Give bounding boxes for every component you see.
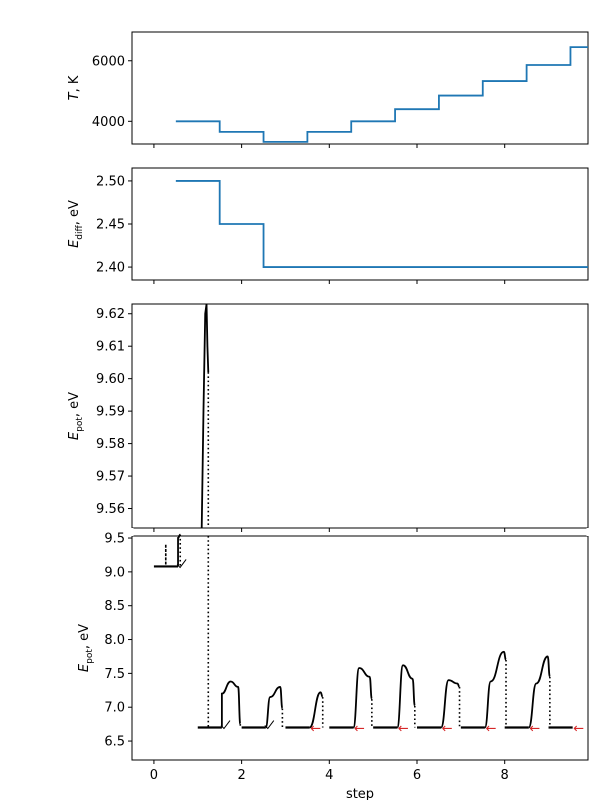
y-tick-label: 8.0 xyxy=(104,633,125,648)
x-axis-label: step xyxy=(346,787,374,800)
plot-frame xyxy=(131,303,589,529)
y-axis-label: Epot, eV xyxy=(77,624,95,672)
x-tick-label: 4 xyxy=(325,768,333,783)
energy-curve xyxy=(220,680,242,728)
y-tick-label: 4000 xyxy=(92,115,125,130)
step-trajectory xyxy=(241,686,284,730)
rejected-arrow-icon: ← xyxy=(398,722,409,737)
rejected-arrow-icon: ← xyxy=(529,722,540,737)
y-axis-symbol: E xyxy=(67,431,82,440)
y-tick-label: 9.58 xyxy=(96,437,125,452)
y-tick-label: 6.5 xyxy=(104,735,125,750)
y-tick-label: 9.56 xyxy=(96,502,125,517)
y-axis-unit: , K xyxy=(67,75,82,92)
x-tick-label: 8 xyxy=(501,768,509,783)
potential-energy-full-panel: 6.5 7.0 7.5 8.0 8.5 9.0 9.5 0 2 4 6 8 Epot, eV step ← ←… xyxy=(77,528,590,800)
y-tick-label: 9.57 xyxy=(96,470,125,485)
energy-curve xyxy=(264,686,284,729)
step-trajectory: ← xyxy=(548,722,584,737)
y-axis-subscript: pot xyxy=(85,649,95,664)
accepted-check-icon xyxy=(176,559,187,569)
x-tick-label: 2 xyxy=(237,768,245,783)
plot-frame xyxy=(131,31,589,145)
step-series-line xyxy=(175,180,588,268)
rejected-arrow-icon: ← xyxy=(486,722,497,737)
y-axis-symbol: T xyxy=(67,91,82,100)
energy-curve xyxy=(527,655,551,729)
accepted-check-icon xyxy=(264,720,275,730)
energy-spike-curve xyxy=(200,303,210,529)
step-trajectory: ← xyxy=(285,691,324,737)
y-axis-symbol: E xyxy=(67,239,82,248)
y-tick-label: 7.5 xyxy=(104,667,125,682)
step-trajectory: ← xyxy=(329,667,373,737)
step-trajectory xyxy=(153,533,187,569)
y-tick-label: 9.0 xyxy=(104,565,125,580)
plot-frame xyxy=(131,535,589,761)
accepted-check-icon xyxy=(220,720,231,730)
y-tick-label: 2.40 xyxy=(96,261,125,276)
y-tick-label: 9.62 xyxy=(96,307,125,322)
step-trajectory: ← xyxy=(373,664,416,737)
diffusion-energy-panel: 2.40 2.45 2.50 Ediff, eV xyxy=(67,167,589,284)
potential-energy-zoom-panel: 9.56 9.57 9.58 9.59 9.60 9.61 9.62 Epot, eV xyxy=(67,303,589,532)
plot-frame xyxy=(131,167,589,281)
y-tick-label: 6000 xyxy=(92,54,125,69)
energy-curve xyxy=(396,664,416,729)
temperature-panel: 4000 6000 T, K xyxy=(67,31,589,148)
x-tick-label: 0 xyxy=(150,768,158,783)
energy-curve xyxy=(484,650,507,729)
rejected-arrow-icon: ← xyxy=(442,722,453,737)
y-axis-subscript: pot xyxy=(75,417,85,432)
y-axis-unit: , eV xyxy=(67,200,82,225)
step-trajectory: ← xyxy=(417,679,461,737)
y-axis-symbol: E xyxy=(77,663,92,672)
y-axis-label: Epot, eV xyxy=(67,392,85,440)
y-tick-label: 9.61 xyxy=(96,340,125,355)
y-tick-label: 8.5 xyxy=(104,599,125,614)
y-axis-subscript: diff xyxy=(75,224,85,239)
energy-curve xyxy=(440,679,460,729)
step-trajectory: ← xyxy=(460,650,507,737)
y-tick-label: 7.0 xyxy=(104,701,125,716)
step-trajectory xyxy=(197,536,242,730)
y-axis-label: T, K xyxy=(67,75,82,100)
y-tick-label: 2.50 xyxy=(96,174,125,189)
x-tick-label: 6 xyxy=(413,768,421,783)
y-axis-label: Ediff, eV xyxy=(67,200,85,248)
rejected-arrow-icon: ← xyxy=(573,722,584,737)
step-series-line xyxy=(175,46,588,143)
y-tick-label: 9.60 xyxy=(96,372,125,387)
rejected-arrow-icon: ← xyxy=(310,722,321,737)
rejected-arrow-icon: ← xyxy=(354,722,365,737)
step-trajectory: ← xyxy=(504,655,551,737)
energy-curve xyxy=(352,667,373,729)
y-axis-unit: , eV xyxy=(77,624,92,649)
y-axis-unit: , eV xyxy=(67,392,82,417)
y-tick-label: 2.45 xyxy=(96,218,125,233)
y-tick-label: 9.59 xyxy=(96,405,125,420)
y-tick-label: 9.5 xyxy=(104,532,125,547)
energy-curve xyxy=(308,691,324,729)
